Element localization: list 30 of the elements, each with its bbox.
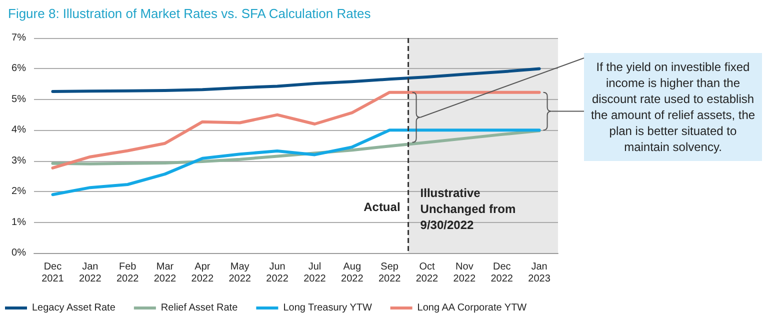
y-tick-label: 0% xyxy=(12,248,26,258)
x-tick-label: Dec 2021 xyxy=(42,262,64,284)
y-tick-label: 7% xyxy=(12,32,26,44)
x-tick-label: Oct 2022 xyxy=(416,262,439,284)
x-tick-label: Apr 2022 xyxy=(191,262,214,284)
ref-line-label: Actual xyxy=(364,200,400,214)
band-label: Illustrative Unchanged from 9/30/2022 xyxy=(420,186,516,232)
legend-label: Long Treasury YTW xyxy=(283,302,372,314)
x-tick-label: Jul 2022 xyxy=(304,262,326,284)
y-tick-label: 3% xyxy=(12,155,26,166)
x-tick-label: Jan 2023 xyxy=(528,262,551,284)
y-tick-label: 5% xyxy=(12,94,26,105)
legend-label: Legacy Asset Rate xyxy=(32,302,116,314)
x-tick-label: May 2022 xyxy=(228,262,252,284)
x-tick-label: Mar 2022 xyxy=(154,262,177,284)
y-tick-label: 4% xyxy=(12,124,26,136)
text: If the yield on investible fixed income is higher than the discount rate used to establish the amount of relief assets, the plan is better situated to maintain solvency. xyxy=(584,53,762,161)
x-tick-label: Aug 2022 xyxy=(341,262,364,284)
x-tick-label: Nov 2022 xyxy=(453,262,476,284)
y-tick-label: 2% xyxy=(12,186,26,198)
legend-label: Long AA Corporate YTW xyxy=(417,302,528,314)
x-tick-label: Sep 2022 xyxy=(378,262,402,284)
x-tick-label: Feb 2022 xyxy=(116,262,140,284)
x-tick-label: Jan 2022 xyxy=(79,262,102,284)
x-tick-label: Jun 2022 xyxy=(266,262,289,284)
chart-title: Figure 8: Illustration of Market Rates vs. SFA Calculation Rates xyxy=(8,6,371,21)
legend-label: Relief Asset Rate xyxy=(160,302,238,314)
x-tick-label: Dec 2022 xyxy=(490,262,514,284)
y-tick-label: 6% xyxy=(12,63,26,74)
y-tick-label: 1% xyxy=(12,216,26,228)
